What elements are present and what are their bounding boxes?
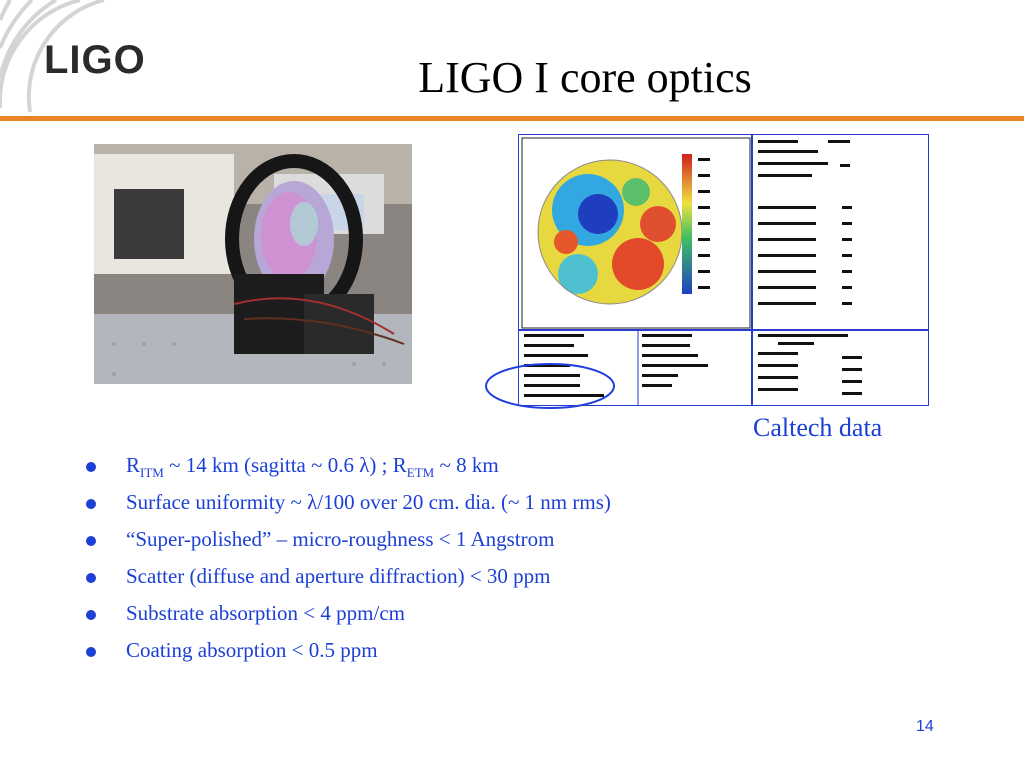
slide-title: LIGO I core optics xyxy=(418,53,752,102)
list-item: “Super-polished” – micro-roughness < 1 A… xyxy=(86,527,611,564)
page-number: 14 xyxy=(916,718,934,735)
list-item: Coating absorption < 0.5 ppm xyxy=(86,638,611,675)
bullet-icon xyxy=(86,573,96,583)
list-item: Substrate absorption < 4 ppm/cm xyxy=(86,601,611,638)
heat-map-disk xyxy=(537,159,683,305)
ligo-logo-arcs-icon xyxy=(0,0,105,113)
ligo-logo-text: LIGO xyxy=(44,38,146,82)
list-item: Surface uniformity ~ λ/100 over 20 cm. d… xyxy=(86,490,611,527)
highlight-ellipse xyxy=(485,363,615,409)
spec-bullet-list: RITM ~ 14 km (sagitta ~ 0.6 λ) ; RETM ~ … xyxy=(86,453,611,675)
title-divider xyxy=(0,116,1024,121)
bullet-icon xyxy=(86,647,96,657)
bullet-icon xyxy=(86,499,96,509)
surface-map-figure xyxy=(518,134,929,406)
figure-caption: Caltech data xyxy=(753,413,883,442)
bullet-icon xyxy=(86,610,96,620)
bullet-icon xyxy=(86,462,96,472)
list-item: RITM ~ 14 km (sagitta ~ 0.6 λ) ; RETM ~ … xyxy=(86,453,611,490)
optic-mount-photo xyxy=(94,144,412,384)
list-item: Scatter (diffuse and aperture diffractio… xyxy=(86,564,611,601)
bullet-icon xyxy=(86,536,96,546)
